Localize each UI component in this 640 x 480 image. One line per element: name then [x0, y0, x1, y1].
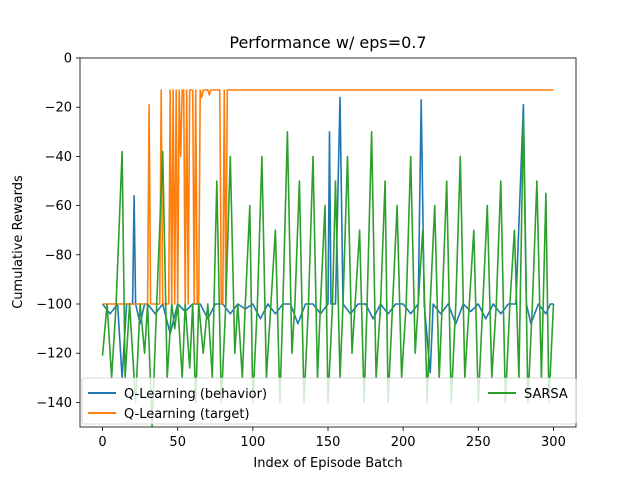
series-line-q-learning-behavior: [101, 96, 554, 379]
series-line-sarsa: [101, 116, 555, 427]
series-layer: [101, 89, 555, 427]
x-tick-label: 300: [541, 435, 566, 450]
legend: Q-Learning (behavior) Q-Learning (target…: [81, 377, 577, 425]
y-tick-label: −20: [45, 101, 72, 116]
y-tick-label: −80: [45, 248, 72, 263]
y-tick-label: 0: [64, 52, 72, 67]
x-tick-label: 200: [391, 435, 416, 450]
y-tick-label: −60: [45, 199, 72, 214]
legend-label-q-target: Q-Learning (target): [124, 407, 250, 422]
series-line-q-learning-target: [102, 89, 554, 305]
y-tick-label: −120: [36, 347, 72, 362]
legend-label-q-behavior: Q-Learning (behavior): [124, 387, 267, 402]
chart-title: Performance w/ eps=0.7: [229, 33, 426, 52]
x-tick-label: 100: [240, 435, 265, 450]
x-axis-label: Index of Episode Batch: [253, 456, 402, 471]
y-tick-label: −140: [36, 396, 72, 411]
x-axis: 0 50 100 150 200 250 300: [98, 427, 566, 450]
y-axis-label: Cumulative Rewards: [11, 175, 26, 309]
y-tick-label: −100: [36, 298, 72, 313]
y-tick-label: −40: [45, 150, 72, 165]
x-tick-label: 0: [98, 435, 106, 450]
legend-box: [81, 377, 577, 425]
x-tick-label: 250: [466, 435, 491, 450]
x-tick-label: 50: [169, 435, 186, 450]
x-tick-label: 150: [316, 435, 341, 450]
y-axis: 0 −20 −40 −60 −80 −100 −120 −140: [36, 52, 80, 411]
legend-label-sarsa: SARSA: [524, 387, 568, 402]
